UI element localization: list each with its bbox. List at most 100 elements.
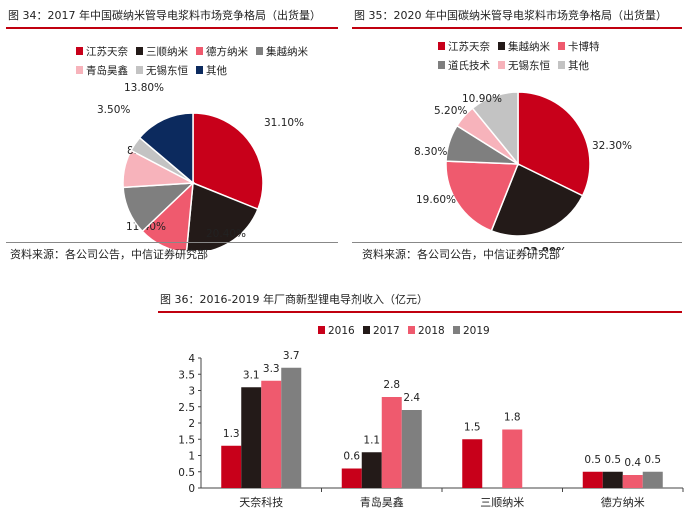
bar [381, 397, 402, 488]
bar [221, 445, 242, 488]
legend-swatch [438, 42, 445, 50]
pie-slice-label: 19.60% [416, 194, 456, 206]
fig34-title: 图 34：2017 年中国碳纳米管导电浆料市场竞争格局（出货量） [8, 9, 321, 22]
legend-swatch [136, 47, 143, 55]
fig35-source-rule [352, 242, 682, 243]
bar-value-label: 2.8 [383, 379, 400, 391]
fig36-bar-chart: 2016 2017 2018 201900.511.522.533.541.33.13… [178, 325, 684, 509]
bar-value-label: 3.7 [283, 350, 300, 362]
fig34-title-rule [6, 27, 338, 29]
legend-label: 其他 [568, 59, 589, 72]
legend-swatch [196, 47, 203, 55]
fig34-source: 资料来源：各公司公告，中信证券研究部 [10, 248, 208, 261]
legend-label: 2016 [328, 325, 355, 337]
legend-label: 2018 [418, 325, 445, 337]
legend-label: 集越纳米 [266, 45, 308, 58]
bar-value-label: 0.5 [584, 454, 601, 466]
fig36-title: 图 36：2016-2019 年厂商新型锂电导剂收入（亿元） [160, 293, 428, 306]
legend-swatch [498, 42, 505, 50]
y-tick-label: 1.5 [178, 434, 195, 446]
y-tick-label: 0.5 [178, 467, 195, 479]
legend-swatch [438, 61, 445, 69]
x-tick-label: 三顺纳米 [480, 496, 524, 509]
legend-label: 2019 [463, 325, 490, 337]
y-tick-label: 1 [188, 451, 195, 463]
legend-label: 无锡东恒 [508, 59, 550, 72]
fig35-title-rule [352, 27, 682, 29]
pie-slice-label: 13.80% [124, 82, 164, 94]
y-tick-label: 3 [188, 386, 195, 398]
legend-label: 卡博特 [568, 40, 600, 53]
legend-label: 江苏天奈 [448, 40, 490, 53]
pie-slice [490, 162, 584, 237]
pie-slice [192, 112, 264, 211]
legend-swatch [363, 326, 370, 334]
legend-swatch [196, 66, 203, 74]
pie-slice-label: 8.30% [414, 146, 447, 158]
legend-label: 无锡东恒 [146, 64, 188, 77]
x-tick-label: 德方纳米 [601, 495, 645, 509]
legend-label: 其他 [206, 64, 227, 77]
bar [622, 475, 643, 488]
legend-swatch [256, 47, 263, 55]
bar-value-label: 0.6 [343, 451, 360, 463]
legend-swatch [498, 61, 505, 69]
legend-label: 道氏技术 [448, 59, 490, 72]
pie-slice-label: 31.10% [264, 117, 304, 129]
pie-slice-label: 32.30% [592, 140, 632, 152]
pie-slice [445, 160, 520, 232]
bar-value-label: 3.3 [263, 363, 280, 375]
legend-label: 2017 [373, 325, 400, 337]
y-tick-label: 2 [188, 418, 195, 430]
legend-swatch [136, 66, 143, 74]
bar-value-label: 0.4 [624, 457, 641, 469]
bar-value-label: 1.1 [363, 434, 380, 446]
legend-swatch [76, 66, 83, 74]
legend-swatch [76, 47, 83, 55]
fig34-source-rule [6, 242, 338, 243]
bar-value-label: 1.8 [504, 412, 521, 424]
bar [261, 380, 282, 488]
fig35-source: 资料来源：各公司公告，中信证券研究部 [362, 248, 560, 261]
bar [241, 387, 262, 488]
bar-value-label: 0.5 [644, 454, 661, 466]
legend-swatch [558, 61, 565, 69]
bar [361, 452, 382, 488]
legend-label: 三顺纳米 [146, 45, 188, 58]
legend-label: 集越纳米 [508, 40, 550, 53]
legend-swatch [558, 42, 565, 50]
x-tick-label: 青岛昊鑫 [360, 495, 404, 509]
fig34-pie-chart: 江苏天奈三顺纳米德方纳米集越纳米青岛昊鑫无锡东恒其他31.10%20.40%11… [76, 45, 308, 250]
bar [462, 439, 483, 488]
bar [401, 410, 422, 488]
bar-value-label: 1.3 [223, 428, 240, 440]
bar [582, 471, 603, 488]
x-tick-label: 天奈科技 [239, 495, 283, 509]
legend-label: 江苏天奈 [86, 45, 128, 58]
legend-swatch [318, 326, 325, 334]
pie-slice-label: 10.90% [462, 93, 502, 105]
pie-slice [517, 91, 591, 197]
y-tick-label: 3.5 [178, 369, 195, 381]
fig35-title: 图 35：2020 年中国碳纳米管导电浆料市场竞争格局（出货量） [354, 9, 667, 22]
bar [602, 471, 623, 488]
pie-slice-label: 20.40% [206, 228, 246, 240]
bar [642, 471, 663, 488]
legend-label: 德方纳米 [206, 45, 248, 58]
bar [502, 429, 523, 488]
bar [281, 367, 302, 488]
legend-label: 青岛昊鑫 [86, 64, 128, 77]
y-tick-label: 0 [188, 483, 195, 495]
pie-slice-label: 3.50% [97, 104, 130, 116]
bar-value-label: 3.1 [243, 369, 260, 381]
pie-slice-label: 5.20% [434, 105, 467, 117]
pie-slice [138, 112, 194, 185]
pie-slice-label: 23.80% [523, 246, 567, 250]
y-tick-label: 2.5 [178, 402, 195, 414]
pie-slice [471, 91, 519, 167]
bar-value-label: 2.4 [403, 392, 420, 404]
bar-value-label: 0.5 [604, 454, 621, 466]
fig36-title-rule [158, 311, 682, 313]
legend-swatch [408, 326, 415, 334]
